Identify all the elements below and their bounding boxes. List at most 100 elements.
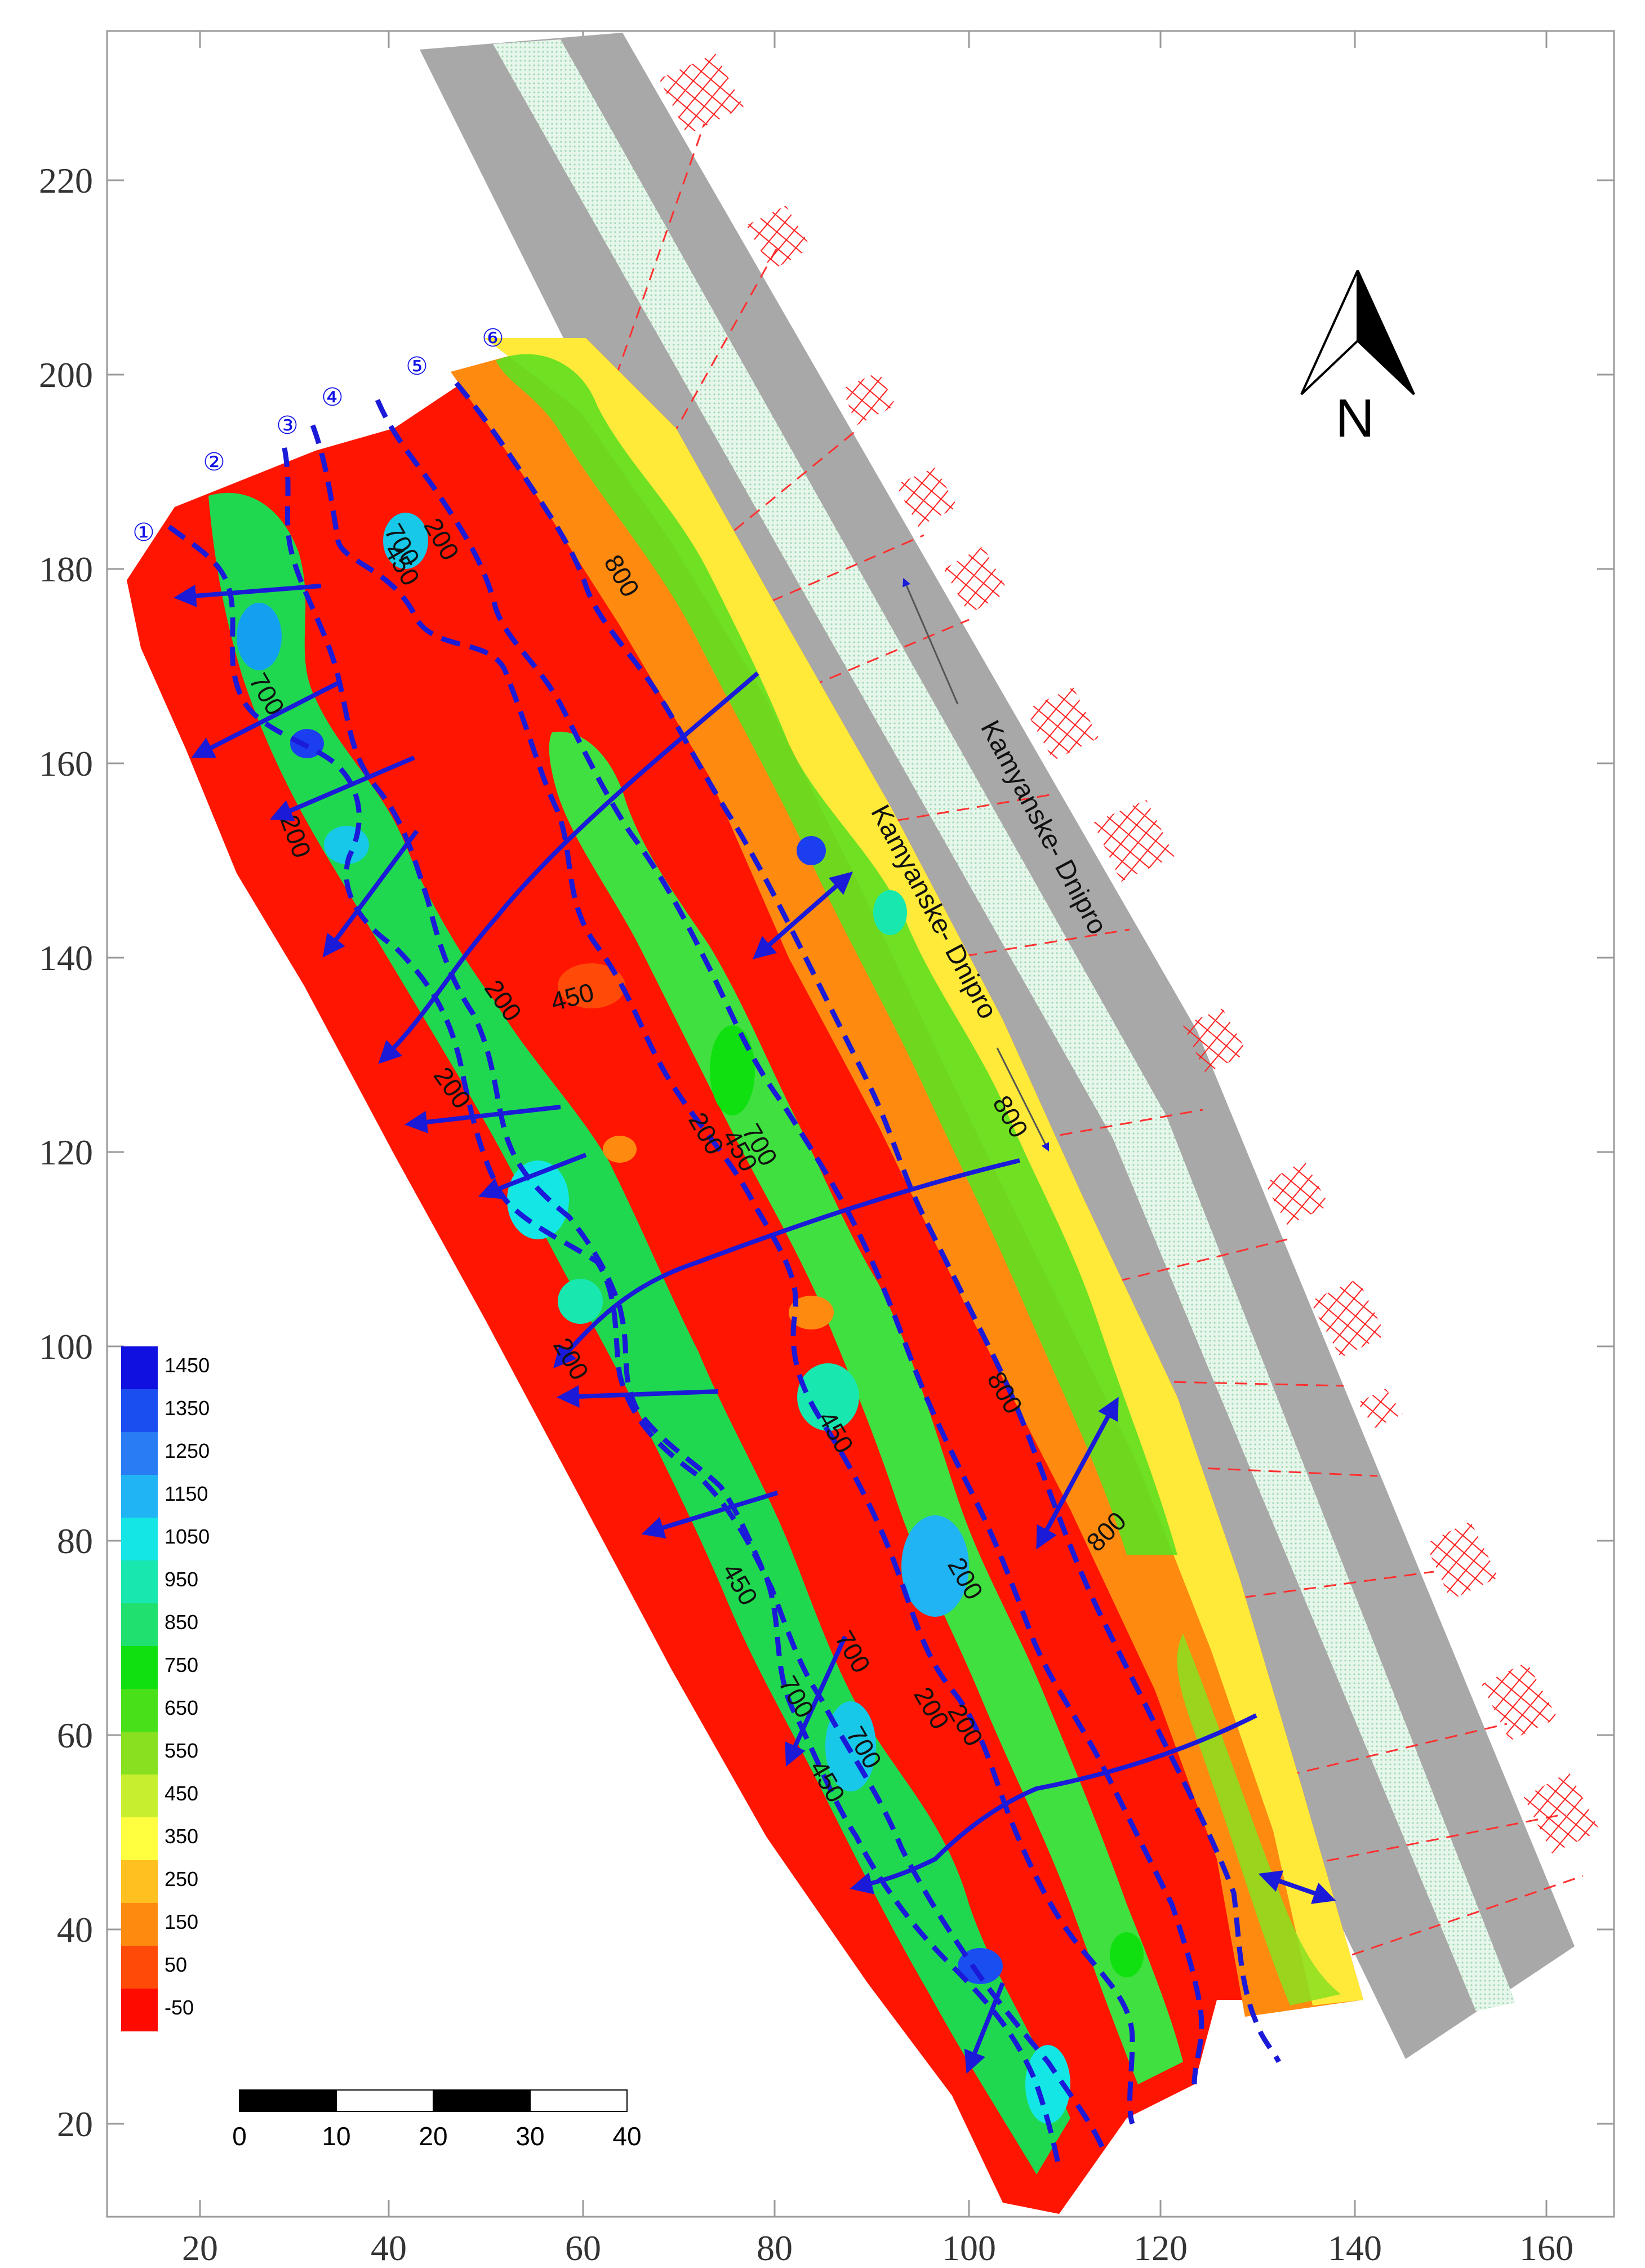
- y-tick-label: 180: [39, 549, 93, 589]
- profile-number: ⑤: [406, 353, 428, 380]
- legend-label: 1050: [164, 1525, 210, 1548]
- color-legend: 1450 1350 1250 1150 1050 950 850 750 650 550 450 35…: [121, 1346, 210, 2031]
- field-yellow-zone: [484, 338, 1363, 2005]
- legend-swatch: [121, 1775, 158, 1817]
- legend-swatch: [121, 1560, 158, 1603]
- scale-segment: [336, 2089, 434, 2112]
- flow-arrow: [378, 671, 759, 1064]
- profile-number: ④: [321, 384, 343, 411]
- field-green-zone-east: [496, 354, 1177, 1555]
- y-tick-label: 80: [57, 1521, 93, 1561]
- legend-swatch: [121, 1518, 158, 1560]
- x-tick-label: 80: [757, 2228, 793, 2268]
- legend-swatch: [121, 1860, 158, 1903]
- flow-arrow: [322, 829, 419, 958]
- scale-label: 40: [612, 2122, 641, 2151]
- legend-swatch: [121, 1817, 158, 1860]
- scale-label: 10: [322, 2122, 350, 2151]
- north-label: N: [1335, 388, 1374, 448]
- flow-arrow: [269, 755, 415, 821]
- legend-swatch: [121, 1989, 158, 2031]
- legend-swatch: [121, 1732, 158, 1775]
- flow-arrow: [404, 1105, 561, 1133]
- y-tick-label: 160: [39, 744, 93, 784]
- road-direction-arrows: [902, 577, 1050, 1152]
- y-tick-label: 20: [57, 2104, 93, 2144]
- legend-swatch: [121, 1946, 158, 1989]
- legend-swatch: [121, 1646, 158, 1689]
- legend-swatch: [121, 1346, 158, 1389]
- flow-arrow-double: [1036, 1397, 1119, 1550]
- x-tick-label: 40: [371, 2228, 407, 2268]
- flow-arrow-double: [1258, 1870, 1336, 1904]
- profile-line-6: [454, 381, 1282, 2064]
- y-tick-label: 100: [39, 1327, 93, 1367]
- scale-segment: [239, 2089, 337, 2112]
- x-tick-label: 120: [1133, 2228, 1188, 2268]
- field-green-belt-central: [549, 731, 1184, 2084]
- profile-number: ⑥: [482, 324, 504, 352]
- hatch-areas: [659, 54, 1600, 1853]
- profile-line-3: [282, 447, 1107, 2153]
- x-tick-label: 160: [1519, 2228, 1573, 2268]
- legend-label: 350: [164, 1825, 198, 1848]
- legend-label: 950: [164, 1568, 198, 1591]
- flow-arrow-double: [752, 871, 853, 959]
- x-tick-label: 100: [942, 2228, 996, 2268]
- flow-arrow: [964, 1982, 1005, 2074]
- profile-labels: ① ② ③④ ⑤ ⑥: [132, 324, 504, 546]
- profile-number: ③: [276, 412, 298, 439]
- y-tick-label: 140: [39, 938, 93, 978]
- flow-arrow: [785, 1635, 847, 1767]
- legend-swatch: [121, 1603, 158, 1646]
- legend-label: 150: [164, 1910, 198, 1933]
- legend-label: 1250: [164, 1439, 210, 1462]
- y-tick-label: 40: [57, 1910, 93, 1950]
- north-arrow-icon: [1300, 270, 1415, 395]
- scale-bar: 0 10 20 30 40: [232, 2089, 642, 2151]
- x-tick-label: 20: [182, 2228, 218, 2268]
- y-axis: 220 200 180 160 140 120 100 80 60 40 20: [39, 161, 1614, 2144]
- legend-swatch: [121, 1389, 158, 1432]
- scale-segment: [433, 2089, 531, 2112]
- y-tick-label: 120: [39, 1132, 93, 1172]
- legend-label: 250: [164, 1867, 198, 1891]
- profile-line-5: [375, 399, 1204, 2085]
- profile-line-4: [310, 424, 1135, 2125]
- flow-arrow: [478, 1153, 587, 1199]
- legend-label: 850: [164, 1611, 198, 1634]
- scale-label: 0: [232, 2122, 247, 2151]
- flow-arrow: [850, 1713, 1257, 1895]
- flow-arrow: [641, 1491, 779, 1538]
- flow-arrow: [557, 1385, 719, 1408]
- field-green-zone-east-south: [1177, 1634, 1341, 2005]
- legend-swatch: [121, 1689, 158, 1732]
- legend-label: 650: [164, 1696, 198, 1719]
- x-tick-label: 60: [565, 2228, 601, 2268]
- legend-label: 1450: [164, 1354, 210, 1377]
- legend-label: 550: [164, 1739, 198, 1762]
- legend-label: 1350: [164, 1397, 210, 1420]
- legend-label: 50: [164, 1953, 187, 1976]
- profile-number: ①: [132, 519, 154, 546]
- legend-label: 1150: [164, 1482, 208, 1505]
- y-tick-label: 60: [57, 1715, 93, 1755]
- road-strip: [493, 39, 1515, 2011]
- scale-segment: [530, 2089, 628, 2112]
- x-tick-label: 140: [1328, 2228, 1382, 2268]
- flow-arrow: [553, 1158, 1020, 1369]
- legend-swatch: [121, 1903, 158, 1946]
- profile-number: ②: [203, 448, 225, 476]
- flow-arrow: [191, 679, 342, 758]
- scale-label: 30: [515, 2122, 544, 2151]
- legend-swatch: [121, 1475, 158, 1518]
- scale-label: 20: [419, 2122, 447, 2151]
- flow-arrows: [174, 584, 1336, 2074]
- x-axis: 20 40 60 80 100 120 140 160: [182, 31, 1573, 2268]
- legend-label: 450: [164, 1782, 198, 1805]
- y-tick-label: 220: [39, 161, 93, 201]
- legend-swatch: [121, 1432, 158, 1475]
- y-tick-label: 200: [39, 355, 93, 395]
- legend-label: -50: [164, 1996, 194, 2019]
